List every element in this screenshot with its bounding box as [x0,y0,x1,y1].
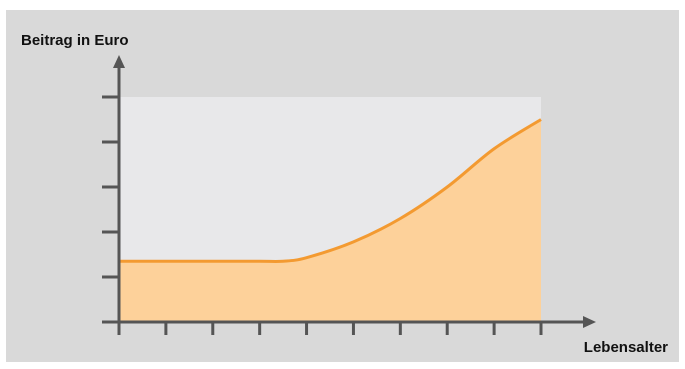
x-axis-label: Lebensalter [584,339,668,356]
y-axis-arrow [113,55,125,68]
area-fill [119,119,541,322]
y-axis-label: Beitrag in Euro [21,32,129,49]
x-axis-arrow [583,316,596,328]
axes [102,55,596,335]
series-line [119,118,542,264]
